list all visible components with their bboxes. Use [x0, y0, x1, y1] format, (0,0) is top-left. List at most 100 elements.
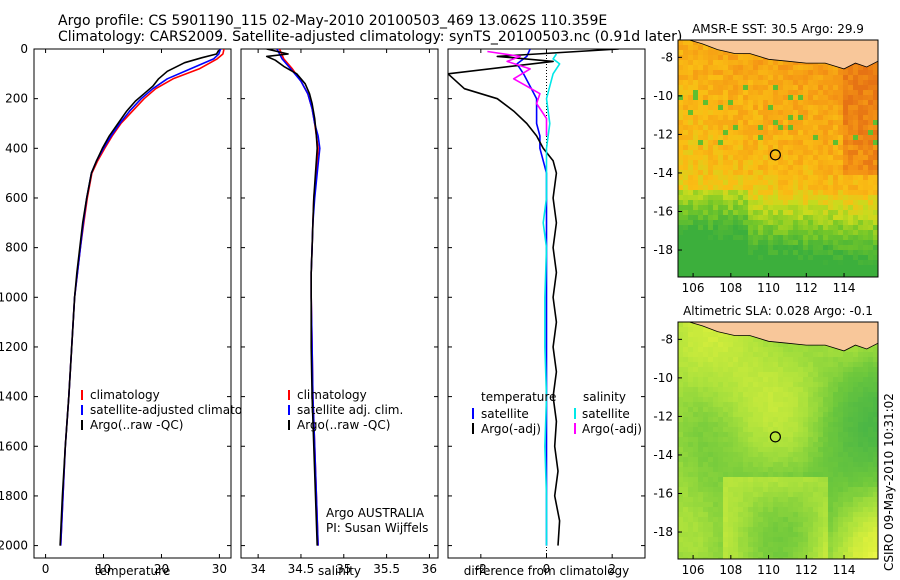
map-cell	[708, 437, 714, 443]
map-cell	[863, 270, 869, 276]
map-cell	[688, 250, 694, 256]
map-cell	[758, 250, 764, 256]
map-cell	[788, 60, 794, 66]
map-cell	[678, 532, 684, 538]
map-cell	[678, 140, 684, 146]
map-cell	[793, 185, 799, 191]
map-cell	[703, 367, 709, 373]
map-cell	[863, 160, 869, 166]
map-cell	[748, 130, 754, 136]
map-cell	[813, 135, 819, 141]
map-cell	[753, 270, 759, 276]
map-cell	[873, 482, 878, 488]
map-cell	[873, 377, 878, 383]
map-cell	[718, 255, 724, 261]
map-cell	[853, 160, 859, 166]
map-cell	[833, 240, 839, 246]
map-cell	[708, 260, 714, 266]
map-cell	[683, 240, 689, 246]
map-cell	[698, 372, 704, 378]
map-cell	[763, 342, 769, 348]
map-cell	[773, 442, 779, 448]
map-cell	[823, 185, 829, 191]
map-cell	[743, 477, 749, 483]
map-cell	[788, 532, 794, 538]
map-cell	[833, 507, 839, 513]
map-cell	[763, 135, 769, 141]
map-cell	[783, 115, 789, 121]
map-cell	[823, 542, 829, 548]
map-cell	[678, 255, 684, 261]
map-cell	[823, 115, 829, 121]
map-cell	[753, 145, 759, 151]
map-cell	[753, 392, 759, 398]
map-cell	[688, 45, 694, 51]
map-cell	[763, 80, 769, 86]
map-cell	[678, 150, 684, 156]
map-cell	[768, 75, 774, 81]
map-cell	[773, 517, 779, 523]
map-cell	[798, 70, 804, 76]
map-cell	[683, 497, 689, 503]
map-cell	[713, 412, 719, 418]
map-cell	[728, 422, 734, 428]
map-cell	[808, 497, 814, 503]
map-cell	[798, 200, 804, 206]
map-cell	[788, 245, 794, 251]
map-cell	[763, 357, 769, 363]
map-cell	[853, 542, 859, 548]
map-cell	[773, 180, 779, 186]
map-cell	[858, 220, 864, 226]
map-cell	[758, 467, 764, 473]
map-cell	[743, 205, 749, 211]
map-cell	[753, 130, 759, 136]
map-cell	[783, 417, 789, 423]
map-cell	[793, 447, 799, 453]
map-cell	[738, 255, 744, 261]
map-cell	[848, 362, 854, 368]
map-cell	[723, 347, 729, 353]
map-cell	[793, 472, 799, 478]
map-cell	[778, 165, 784, 171]
map-cell	[788, 377, 794, 383]
map-cell	[723, 70, 729, 76]
map-cell	[818, 407, 824, 413]
map-cell	[838, 270, 844, 276]
map-cell	[693, 497, 699, 503]
map-cell	[858, 357, 864, 363]
map-cell	[768, 367, 774, 373]
map-cell	[748, 432, 754, 438]
map-cell	[803, 165, 809, 171]
map-cell	[678, 115, 684, 121]
map-cell	[863, 537, 869, 543]
map-cell	[763, 105, 769, 111]
map-cell	[703, 120, 709, 126]
map-cell	[813, 387, 819, 393]
map-cell	[693, 532, 699, 538]
map-cell	[688, 50, 694, 56]
map-cell	[738, 190, 744, 196]
map-cell	[843, 230, 849, 236]
map-cell	[808, 457, 814, 463]
map-cell	[818, 442, 824, 448]
map-cell	[758, 537, 764, 543]
map-cell	[748, 407, 754, 413]
map-cell	[853, 487, 859, 493]
map-cell	[808, 352, 814, 358]
map-cell	[773, 342, 779, 348]
map-cell	[693, 367, 699, 373]
map-cell	[793, 397, 799, 403]
map-cell	[718, 170, 724, 176]
map-cell	[838, 452, 844, 458]
map-cell	[698, 462, 704, 468]
map-cell	[733, 462, 739, 468]
map-cell	[793, 205, 799, 211]
series-group	[59, 49, 225, 546]
map-cell	[778, 467, 784, 473]
map-cell	[708, 70, 714, 76]
map-cell	[693, 402, 699, 408]
map-cell	[728, 517, 734, 523]
map-cell	[718, 442, 724, 448]
map-cell	[693, 397, 699, 403]
map-cell	[683, 255, 689, 261]
